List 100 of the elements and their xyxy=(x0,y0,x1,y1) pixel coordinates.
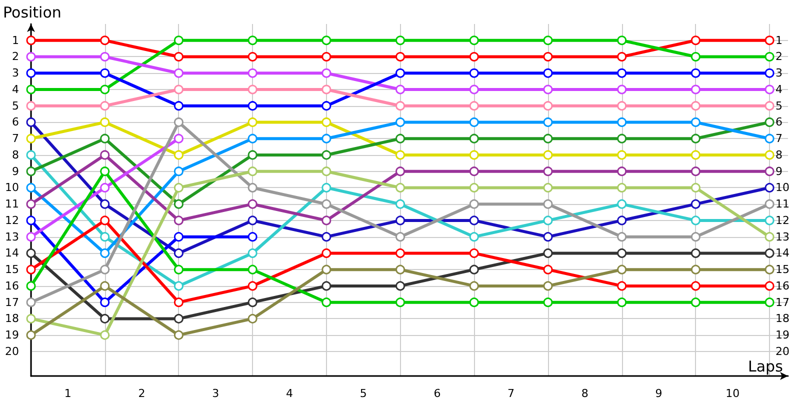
point xyxy=(469,36,479,46)
point xyxy=(469,182,479,192)
point xyxy=(248,68,258,78)
point xyxy=(690,150,700,160)
point xyxy=(469,84,479,94)
y2-tick-label: 7 xyxy=(776,132,783,146)
y-tick-label: 5 xyxy=(12,99,19,112)
point xyxy=(248,248,258,258)
x-tick-label: 8 xyxy=(581,387,588,400)
point xyxy=(26,330,36,340)
point xyxy=(322,134,332,144)
point xyxy=(617,248,627,258)
point xyxy=(469,199,479,209)
point xyxy=(396,166,406,176)
point xyxy=(322,232,332,242)
point xyxy=(100,101,110,111)
point xyxy=(617,199,627,209)
y-tick-label: 12 xyxy=(5,214,19,227)
point xyxy=(174,101,184,111)
point xyxy=(764,101,774,111)
point xyxy=(469,232,479,242)
point xyxy=(100,182,110,192)
y-tick-label: 11 xyxy=(5,198,19,211)
point xyxy=(617,281,627,291)
x-tick-label: 5 xyxy=(360,387,367,400)
point xyxy=(174,182,184,192)
point xyxy=(690,216,700,226)
y2-tick-label: 12 xyxy=(776,214,790,227)
point xyxy=(543,84,553,94)
y2-tick-label: 5 xyxy=(776,99,783,112)
x-tick-label: 4 xyxy=(286,387,293,400)
point xyxy=(396,199,406,209)
y-tick-label: 6 xyxy=(12,116,19,129)
point xyxy=(764,84,774,94)
point xyxy=(322,52,332,62)
point xyxy=(100,330,110,340)
point xyxy=(248,264,258,274)
point xyxy=(26,281,36,291)
point xyxy=(396,68,406,78)
point xyxy=(469,117,479,127)
point xyxy=(690,298,700,308)
point xyxy=(469,264,479,274)
point xyxy=(322,166,332,176)
point xyxy=(543,232,553,242)
point xyxy=(100,68,110,78)
y2-tick-label: 10 xyxy=(776,181,790,194)
x-tick-label: 6 xyxy=(434,387,441,400)
y-tick-label: 7 xyxy=(12,132,19,146)
point xyxy=(690,166,700,176)
point xyxy=(617,232,627,242)
y-tick-label: 19 xyxy=(5,328,19,342)
y2-tick-label: 14 xyxy=(776,246,790,260)
point xyxy=(26,182,36,192)
point xyxy=(100,117,110,127)
point xyxy=(617,182,627,192)
point xyxy=(543,248,553,258)
point xyxy=(248,134,258,144)
point xyxy=(543,281,553,291)
point xyxy=(690,264,700,274)
point xyxy=(617,52,627,62)
point xyxy=(617,134,627,144)
point xyxy=(174,248,184,258)
point xyxy=(690,52,700,62)
point xyxy=(26,134,36,144)
point xyxy=(543,298,553,308)
point xyxy=(26,232,36,242)
point xyxy=(322,216,332,226)
point xyxy=(26,298,36,308)
y2-tick-label: 8 xyxy=(776,148,783,162)
point xyxy=(174,199,184,209)
x-tick-label: 2 xyxy=(138,387,146,400)
point xyxy=(248,84,258,94)
x-tick-label: 1 xyxy=(64,387,72,400)
point xyxy=(174,68,184,78)
point xyxy=(100,216,110,226)
y-tick-label: 13 xyxy=(5,230,19,244)
point xyxy=(543,216,553,226)
y-tick-label: 4 xyxy=(12,82,19,96)
point xyxy=(100,298,110,308)
point xyxy=(543,199,553,209)
point xyxy=(174,314,184,324)
point xyxy=(690,281,700,291)
point xyxy=(543,68,553,78)
point xyxy=(248,101,258,111)
point xyxy=(322,36,332,46)
point xyxy=(248,232,258,242)
point xyxy=(764,150,774,160)
point xyxy=(248,117,258,127)
y2-tick-label: 6 xyxy=(776,116,783,129)
point xyxy=(617,117,627,127)
point xyxy=(322,248,332,258)
point xyxy=(248,150,258,160)
point xyxy=(690,232,700,242)
point xyxy=(322,117,332,127)
point xyxy=(248,314,258,324)
point xyxy=(543,150,553,160)
point xyxy=(26,166,36,176)
point xyxy=(174,330,184,340)
y2-tick-label: 1 xyxy=(776,34,783,47)
point xyxy=(322,150,332,160)
